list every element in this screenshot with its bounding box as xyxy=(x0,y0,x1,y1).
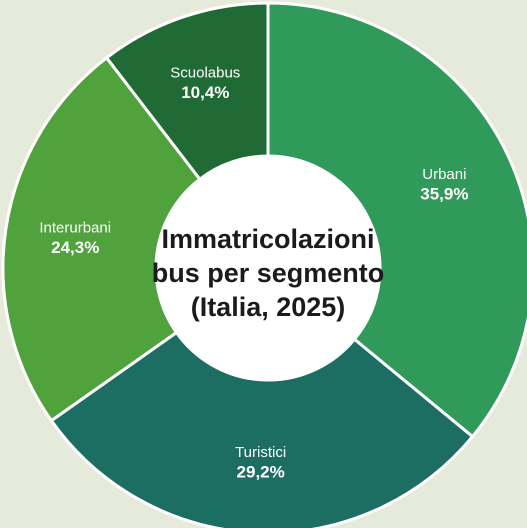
slice-value: 35,9% xyxy=(420,184,468,203)
slice-name: Scuolabus xyxy=(170,64,240,81)
slice-name: Interurbani xyxy=(39,220,111,237)
chart-title: Immatricolazioni bus per segmento (Itali… xyxy=(151,224,385,322)
slice-value: 10,4% xyxy=(181,83,229,102)
donut-slice xyxy=(1,55,202,423)
donut-slice xyxy=(266,1,527,439)
donut-slice xyxy=(104,1,270,182)
slice-value: 29,2% xyxy=(237,462,285,481)
slice-value: 24,3% xyxy=(51,238,99,257)
slice-name: Turistici xyxy=(235,444,286,461)
donut-hole xyxy=(157,157,379,379)
slice-name: Urbani xyxy=(422,166,466,183)
donut-slice xyxy=(49,330,475,528)
